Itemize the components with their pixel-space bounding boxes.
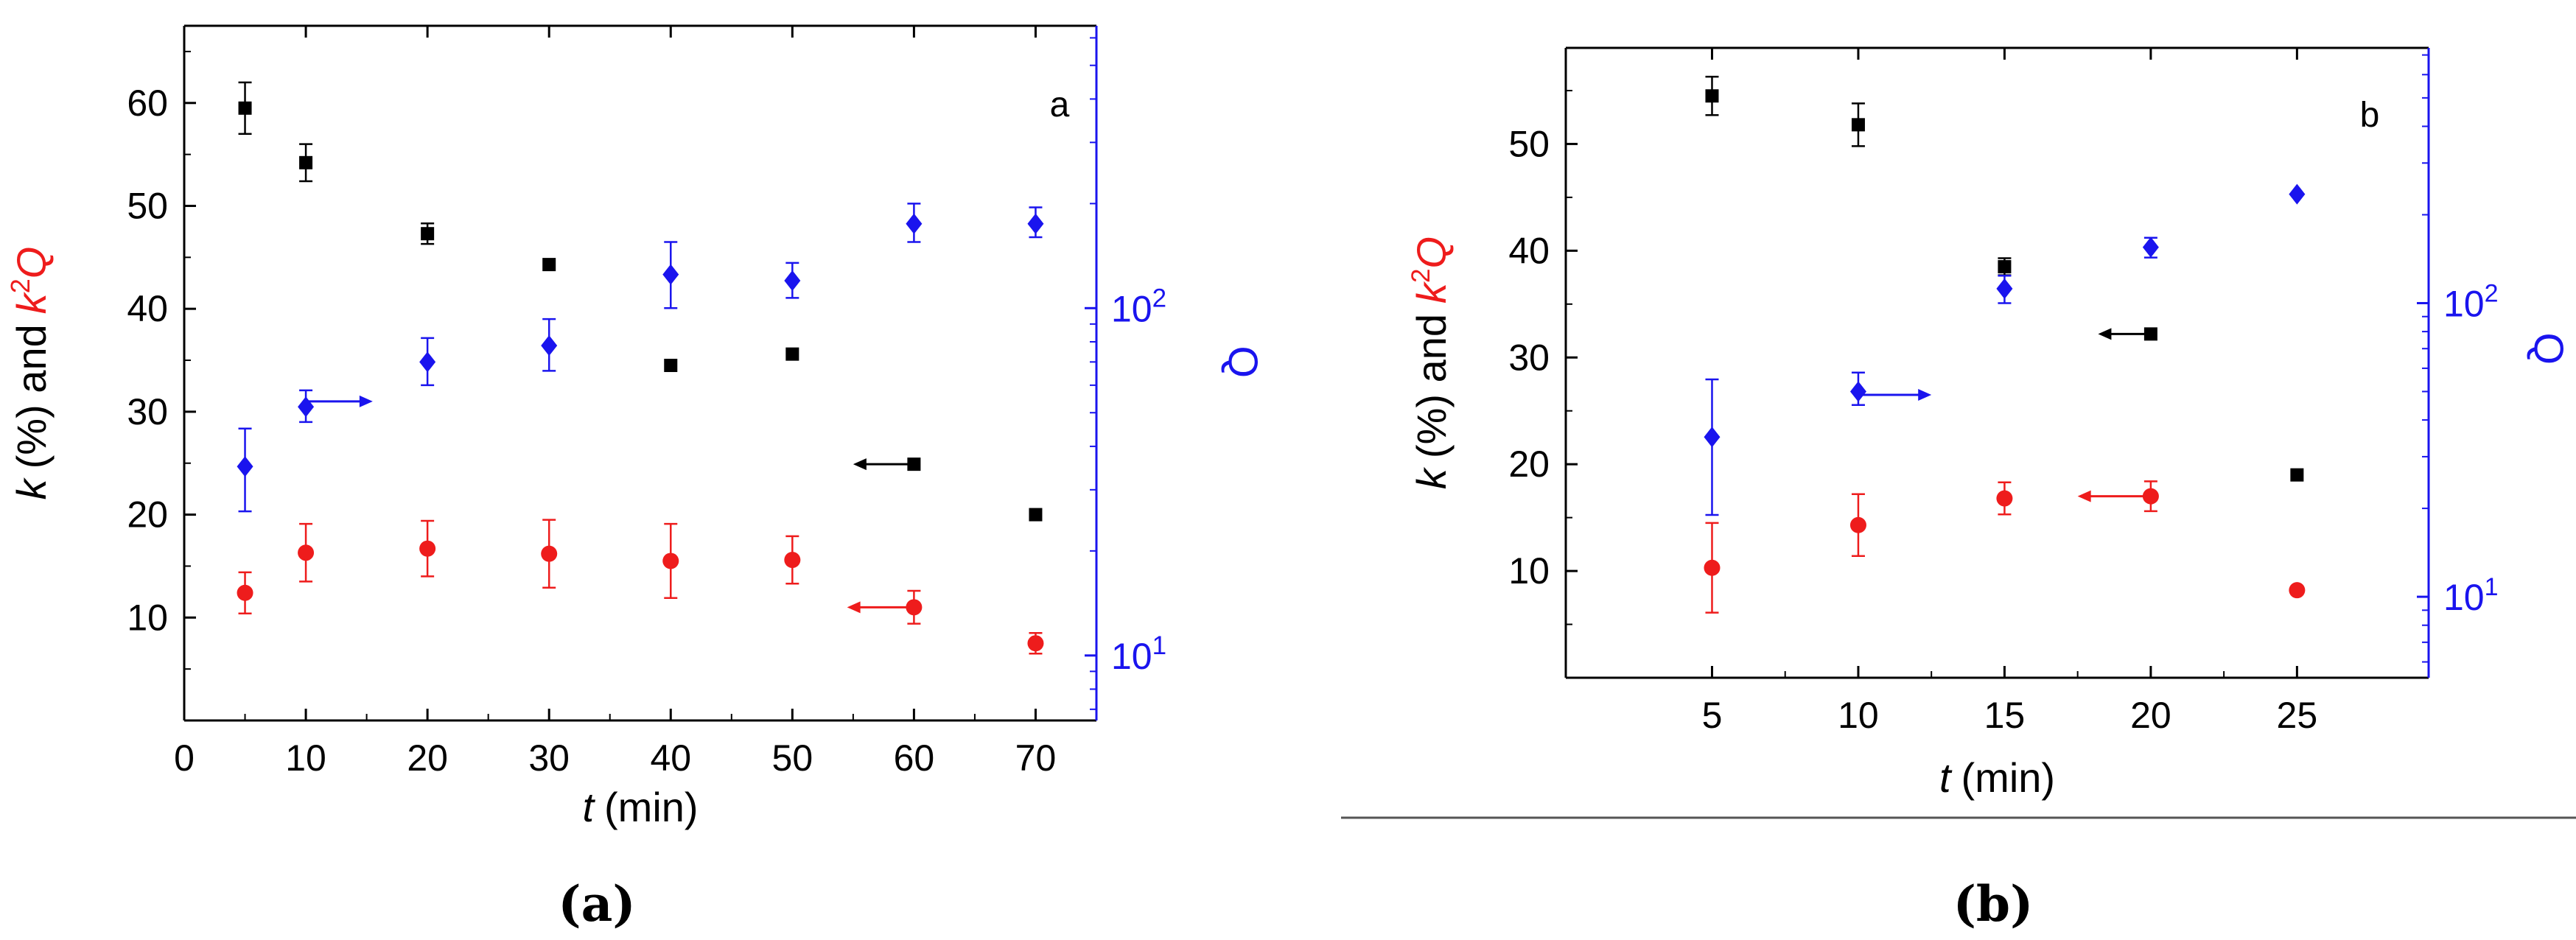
x-axis-title: t (min): [1939, 754, 2055, 801]
y-left-tick-label: 20: [1508, 443, 1550, 485]
chart-panel-a: 0 10 20 30 40 50 60 70 10 20 30 40 50 60 101 102 a t (min)…: [5, 24, 1267, 933]
circle-marker: [784, 552, 801, 569]
y-right-tick-label: 102: [2443, 279, 2499, 324]
diamond-marker: [1996, 278, 2013, 299]
x-tick-label: 15: [1984, 695, 2026, 736]
diamond-marker: [2289, 183, 2306, 205]
arrow-head: [847, 601, 861, 614]
series-circle: [1704, 480, 2306, 614]
y-left-tick-label: 10: [1508, 550, 1550, 592]
y-right-tick-label: 102: [1111, 284, 1166, 329]
x-tick-label: 5: [1702, 695, 1723, 736]
square-marker: [1998, 260, 2012, 274]
square-marker: [785, 347, 799, 361]
circle-marker: [1849, 516, 1866, 533]
x-axis-title: t (min): [582, 784, 698, 830]
arrow-head: [359, 395, 373, 407]
x-tick-label: 10: [1838, 695, 1879, 736]
diamond-marker: [2142, 236, 2159, 258]
y-left-axis-title: k(%) andk2Q: [5, 247, 55, 500]
diamond-marker: [298, 396, 315, 418]
y-right-axis-title: Q: [2526, 332, 2572, 365]
arrow-head: [2077, 490, 2091, 502]
panel-letter: b: [2360, 96, 2380, 135]
diamond-marker: [906, 213, 923, 234]
panel-caption: (a): [558, 875, 635, 933]
y-right-axis-title: Q: [1220, 346, 1267, 379]
circle-marker: [662, 553, 679, 569]
square-marker: [421, 227, 435, 241]
series-square: [238, 81, 1043, 522]
y-left-tick-label: 60: [127, 83, 168, 124]
x-tick-label: 25: [2277, 695, 2318, 736]
square-marker: [1705, 89, 1719, 103]
square-marker: [238, 101, 252, 115]
circle-marker: [2289, 582, 2306, 599]
square-marker: [664, 359, 678, 373]
diamond-marker: [1704, 427, 1721, 448]
panel-caption: (b): [1953, 875, 2034, 933]
y-left-tick-label: 20: [127, 494, 168, 536]
square-marker: [1029, 508, 1043, 522]
circle-marker: [298, 544, 315, 561]
series-diamond: [1704, 183, 2306, 516]
x-tick-label: 30: [528, 737, 570, 779]
diamond-marker: [541, 335, 558, 357]
y-right-tick-label: 101: [2443, 573, 2499, 618]
y-right-tick-label: 101: [1111, 631, 1166, 677]
arrow-head: [853, 458, 867, 471]
y-left-tick-label: 50: [127, 185, 168, 226]
square-marker: [299, 155, 313, 169]
x-tick-label: 10: [285, 737, 326, 779]
y-left-tick-label: 30: [1508, 337, 1550, 378]
square-marker: [2290, 468, 2304, 482]
x-tick-label: 20: [407, 737, 448, 779]
diamond-marker: [662, 264, 679, 285]
diamond-marker: [419, 351, 436, 373]
x-tick-label: 40: [650, 737, 691, 779]
series-diamond: [237, 203, 1044, 513]
x-tick-label: 50: [772, 737, 813, 779]
square-marker: [1851, 118, 1865, 132]
diamond-marker: [1849, 381, 1866, 402]
diamond-marker: [1027, 213, 1044, 234]
arrow-head: [2098, 328, 2112, 340]
x-tick-label: 60: [894, 737, 935, 779]
diamond-marker: [784, 270, 801, 291]
x-tick-label: 70: [1015, 737, 1057, 779]
y-left-tick-label: 40: [1508, 230, 1550, 271]
y-left-tick-label: 50: [1508, 123, 1550, 164]
panel-letter: a: [1050, 85, 1070, 124]
diamond-marker: [237, 456, 253, 477]
x-tick-label: 20: [2130, 695, 2171, 736]
circle-marker: [1027, 635, 1044, 652]
series-circle: [237, 519, 1044, 655]
y-left-tick-label: 40: [127, 288, 168, 329]
circle-marker: [419, 540, 436, 557]
y-left-tick-label: 10: [127, 597, 168, 638]
circle-marker: [1704, 559, 1721, 576]
y-left-tick-label: 30: [127, 391, 168, 432]
chart-panel-b: 5 10 15 20 25 10 20 30 40 50 101 102 b t (min) k(%) and…: [1407, 46, 2572, 933]
circle-marker: [237, 584, 253, 601]
square-marker: [542, 258, 556, 272]
circle-marker: [1996, 490, 2013, 507]
circle-marker: [541, 545, 558, 562]
y-left-axis-title: k(%) andk2Q: [1407, 236, 1455, 489]
arrow-head: [1918, 388, 1932, 401]
x-tick-label: 0: [174, 737, 195, 779]
